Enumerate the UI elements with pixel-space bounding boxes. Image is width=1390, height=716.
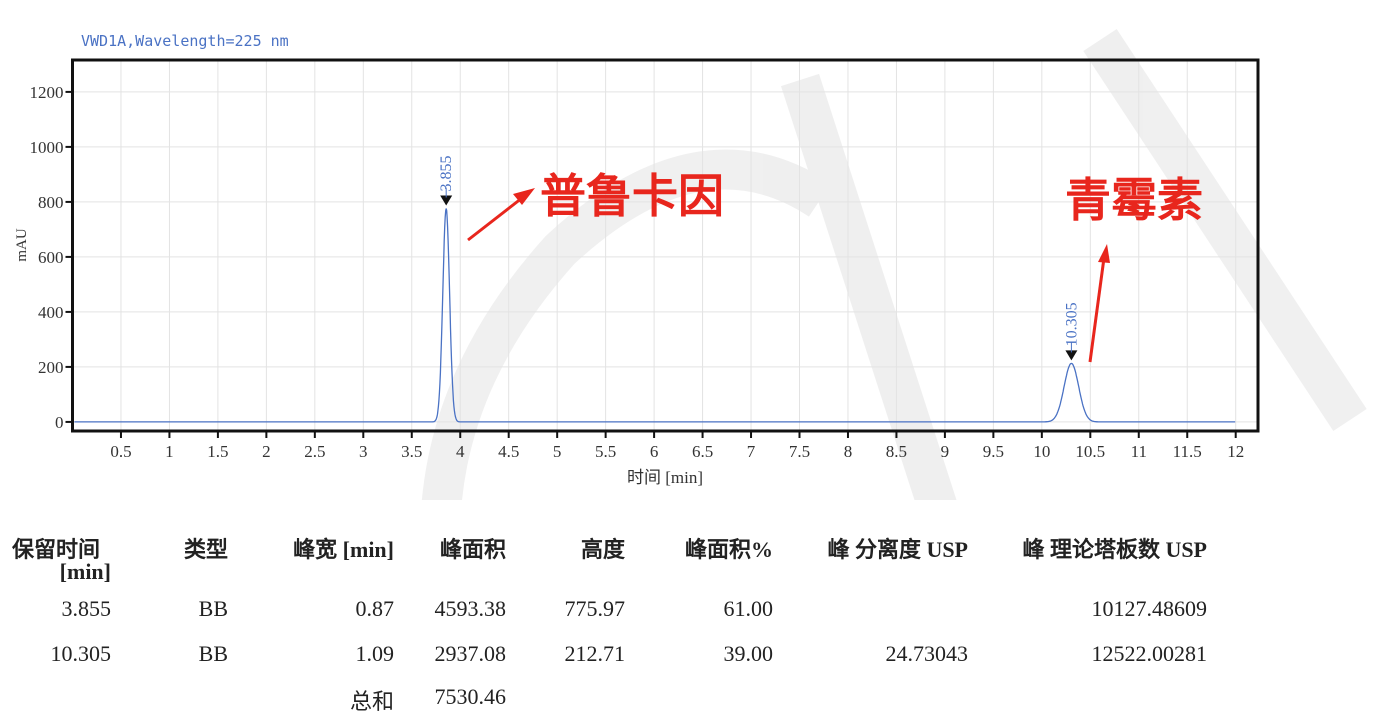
y-axis-label: mAU [14, 228, 30, 262]
x-tick-label: 2 [262, 442, 271, 461]
x-tick-label: 7 [747, 442, 756, 461]
watermark [421, 29, 1367, 500]
peak-marker-icon [440, 195, 453, 206]
chromatogram-chart: VWD1A,Wavelength=225 nm 0.5 1 1.5 2 2.5 3 3.5 4… [14, 29, 1367, 500]
chart-title: VWD1A,Wavelength=225 nm [81, 32, 289, 50]
header-area-percent: 峰面积% [684, 537, 773, 562]
x-tick-label: 10.5 [1075, 442, 1105, 461]
cell-height: 212.71 [564, 641, 626, 666]
peak-label: 10.305 [1063, 302, 1080, 346]
total-label: 总和 [349, 689, 394, 714]
header-resolution: 峰 分离度 USP [827, 537, 968, 562]
label-penicillin: 青霉素 [1065, 173, 1203, 227]
chromatogram-trace [74, 208, 1236, 423]
x-tick-label: 3 [359, 442, 368, 461]
x-tick-label: 8.5 [886, 442, 907, 461]
y-tick-label: 1000 [30, 138, 64, 157]
header-retention-time: 保留时间 [12, 537, 101, 562]
y-tick-label: 800 [38, 193, 64, 212]
arrowhead-procaine [513, 188, 535, 205]
x-tick-label: 9 [941, 442, 950, 461]
cell-height: 775.97 [564, 596, 626, 621]
cell-area-percent: 61.00 [723, 596, 774, 621]
arrow-procaine [467, 196, 523, 242]
header-height: 高度 [580, 537, 625, 562]
y-tick-label: 1200 [30, 83, 64, 102]
cell-width: 1.09 [355, 641, 395, 666]
y-tick-label: 0 [55, 413, 64, 432]
x-tick-label: 2.5 [304, 442, 325, 461]
cell-area: 4593.38 [434, 596, 507, 621]
x-tick-label: 11 [1131, 442, 1147, 461]
x-tick-label: 11.5 [1173, 442, 1202, 461]
header-type: 类型 [183, 537, 228, 562]
header-retention-time-unit: [min] [59, 559, 111, 584]
cell-rt: 3.855 [61, 596, 112, 621]
x-tick-label: 8 [844, 442, 853, 461]
header-area: 峰面积 [439, 537, 506, 562]
x-tick-label: 0.5 [110, 442, 131, 461]
cell-type: BB [198, 596, 228, 621]
peak-marker-icon [1065, 350, 1078, 361]
annotation-penicillin: 青霉素 [1065, 173, 1203, 363]
y-tick-label: 600 [38, 248, 64, 267]
cell-resolution: 24.73043 [885, 641, 969, 666]
label-procaine: 普鲁卡因 [540, 169, 724, 223]
x-tick-label: 4.5 [498, 442, 519, 461]
cell-type: BB [198, 641, 228, 666]
x-tick-label: 12 [1227, 442, 1244, 461]
total-area: 7530.46 [434, 684, 507, 709]
annotation-procaine: 普鲁卡因 [467, 169, 724, 242]
x-tick-label: 1 [165, 442, 174, 461]
x-tick-label: 6 [650, 442, 659, 461]
x-tick-label: 7.5 [789, 442, 810, 461]
header-plates: 峰 理论塔板数 USP [1022, 537, 1207, 562]
x-tick-label: 5.5 [595, 442, 616, 461]
header-width: 峰宽 [min] [293, 537, 394, 562]
x-tick-label: 5 [553, 442, 562, 461]
cell-plates: 10127.48609 [1091, 596, 1208, 621]
x-tick-label: 10 [1033, 442, 1050, 461]
x-tick-label: 6.5 [692, 442, 713, 461]
arrowhead-penicillin [1098, 244, 1110, 263]
cell-area: 2937.08 [434, 641, 507, 666]
x-tick-label: 4 [456, 442, 465, 461]
cell-width: 0.87 [355, 596, 395, 621]
x-tick-label: 3.5 [401, 442, 422, 461]
peak-label: 3.855 [438, 156, 455, 192]
y-tick-label: 200 [38, 358, 64, 377]
cell-rt: 10.305 [50, 641, 112, 666]
x-tick-label: 1.5 [207, 442, 228, 461]
plot-frame [71, 58, 1260, 433]
arrow-penicillin [1088, 257, 1106, 363]
x-tick-label: 9.5 [983, 442, 1004, 461]
y-tick-label: 400 [38, 303, 64, 322]
x-axis-label: 时间 [min] [627, 468, 703, 487]
cell-area-percent: 39.00 [723, 641, 774, 666]
cell-plates: 12522.00281 [1091, 641, 1208, 666]
